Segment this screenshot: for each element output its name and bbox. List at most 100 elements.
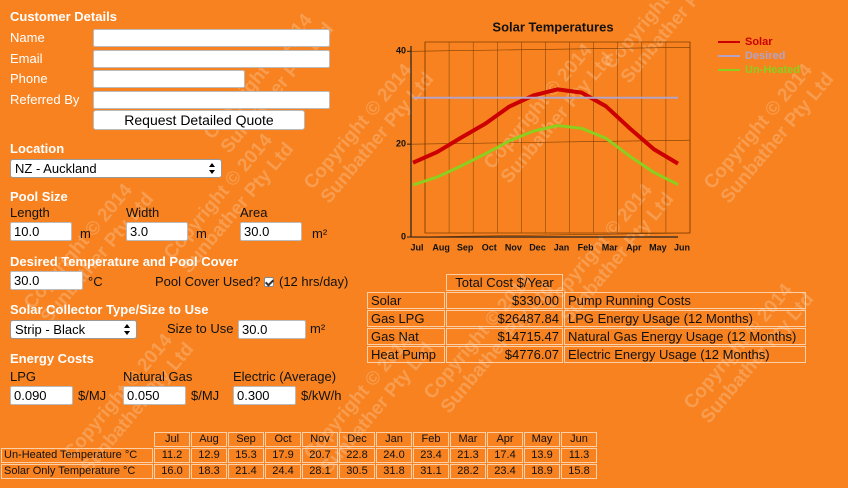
temperature-input[interactable]: 30.0 bbox=[10, 271, 83, 290]
unit-label: m bbox=[80, 226, 91, 241]
pool-cover-checkbox[interactable] bbox=[264, 277, 274, 287]
table-cell: 17.9 bbox=[265, 448, 301, 463]
table-cell: 23.4 bbox=[413, 448, 449, 463]
table-cell: Heat Pump bbox=[367, 346, 445, 363]
grid-line bbox=[410, 46, 691, 52]
x-tick-label: Jan bbox=[554, 242, 570, 252]
table-header: May bbox=[524, 432, 560, 447]
unit-label: m² bbox=[312, 226, 328, 241]
section-title: Energy Costs bbox=[10, 351, 94, 366]
table-cell: 21.4 bbox=[228, 464, 264, 479]
table-cell: Gas Nat bbox=[367, 328, 445, 345]
table-cell: 28.2 bbox=[450, 464, 486, 479]
table-cell: 31.8 bbox=[376, 464, 412, 479]
number-input[interactable]: 3.0 bbox=[126, 222, 188, 241]
chart: Solar Temperatures 0 20 40 Jul Aug Sep Oct Nov De… bbox=[396, 19, 800, 252]
empty-cell bbox=[1, 432, 153, 447]
x-tick-label: Apr bbox=[626, 242, 642, 252]
table-cell: Natural Gas Energy Usage (12 Months) bbox=[564, 328, 806, 345]
table-header: Jan bbox=[376, 432, 412, 447]
quote-button[interactable]: Request Detailed Quote bbox=[93, 110, 305, 130]
table-header: Feb bbox=[413, 432, 449, 447]
row-label: Solar Only Temperature °C bbox=[1, 464, 153, 479]
table-cell: $4776.07 bbox=[446, 346, 563, 363]
empty-cell bbox=[367, 274, 445, 291]
x-tick-label: Nov bbox=[505, 242, 522, 252]
unit-label: $/kW/h bbox=[301, 388, 342, 403]
field-label: (12 hrs/day) bbox=[279, 274, 349, 289]
table-cell: 20.7 bbox=[302, 448, 338, 463]
x-tick-label: Jun bbox=[674, 242, 690, 252]
x-tick-label: Aug bbox=[432, 242, 450, 252]
table-cell: 12.9 bbox=[191, 448, 227, 463]
table-header: Sep bbox=[228, 432, 264, 447]
table-header: Mar bbox=[450, 432, 486, 447]
text-input[interactable] bbox=[93, 29, 330, 47]
field-label: Length bbox=[10, 205, 50, 220]
table-header: Nov bbox=[302, 432, 338, 447]
table-cell: 11.3 bbox=[561, 448, 597, 463]
field-label: Electric (Average) bbox=[233, 369, 337, 384]
table-cell: 24.0 bbox=[376, 448, 412, 463]
table-cell: 18.3 bbox=[191, 464, 227, 479]
table-cell: 30.5 bbox=[339, 464, 375, 479]
empty-cell bbox=[564, 274, 806, 291]
legend-label: Un-Heated bbox=[745, 64, 800, 76]
table-cell: 28.1 bbox=[302, 464, 338, 479]
field-label: Width bbox=[126, 205, 160, 220]
line-series bbox=[412, 124, 679, 187]
table-cell: 15.3 bbox=[228, 448, 264, 463]
table-cell: 24.4 bbox=[265, 464, 301, 479]
text-input[interactable] bbox=[93, 70, 245, 88]
chart-title: Solar Temperatures bbox=[492, 19, 613, 34]
number-input[interactable]: 30.0 bbox=[240, 222, 302, 241]
x-tick-label: Oct bbox=[482, 242, 497, 252]
temperature-table: Jul Aug Sep Oct Nov Dec Jan Feb Mar Apr May Jun Un-H… bbox=[0, 431, 598, 480]
field-label: Size to Use bbox=[167, 321, 234, 336]
table-header: Apr bbox=[487, 432, 523, 447]
field-label: Area bbox=[240, 205, 268, 220]
x-tick-label: Jul bbox=[410, 242, 423, 252]
cost-input[interactable]: 0.090 bbox=[10, 386, 73, 405]
field-label: LPG bbox=[10, 369, 37, 384]
cost-input[interactable]: 0.050 bbox=[123, 386, 186, 405]
unit-label: $/MJ bbox=[78, 388, 107, 403]
location-select[interactable]: NZ - Auckland bbox=[10, 159, 222, 178]
table-header: Jun bbox=[561, 432, 597, 447]
number-input[interactable]: 10.0 bbox=[10, 222, 72, 241]
table-cell: 22.8 bbox=[339, 448, 375, 463]
table-cell: 23.4 bbox=[487, 464, 523, 479]
section-title: Location bbox=[10, 141, 65, 156]
table-cell: Solar bbox=[367, 292, 445, 309]
table-header: Jul bbox=[154, 432, 190, 447]
table-cell: 21.3 bbox=[450, 448, 486, 463]
size-input[interactable]: 30.0 bbox=[238, 320, 306, 339]
table-cell: 31.1 bbox=[413, 464, 449, 479]
field-label: Pool Cover Used? bbox=[155, 274, 261, 289]
table-cell: $26487.84 bbox=[446, 310, 563, 327]
table-cell: $14715.47 bbox=[446, 328, 563, 345]
collector-select[interactable]: Strip - Black bbox=[10, 320, 137, 339]
table-cell: 13.9 bbox=[524, 448, 560, 463]
table-cell: 17.4 bbox=[487, 448, 523, 463]
cost-table: Total Cost $/Year Solar $330.00 Pump Runnin… bbox=[366, 273, 807, 364]
field-label: Natural Gas bbox=[123, 369, 193, 384]
y-tick-label: 40 bbox=[396, 46, 406, 56]
y-tick-label: 20 bbox=[396, 139, 406, 149]
unit-label: m bbox=[196, 226, 207, 241]
table-cell: Electric Energy Usage (12 Months) bbox=[564, 346, 806, 363]
text-input[interactable] bbox=[93, 50, 330, 68]
text-input[interactable] bbox=[93, 91, 330, 109]
table-cell: Pump Running Costs bbox=[564, 292, 806, 309]
unit-label: $/MJ bbox=[191, 388, 220, 403]
cost-input[interactable]: 0.300 bbox=[233, 386, 296, 405]
table-cell: 15.8 bbox=[561, 464, 597, 479]
line-series bbox=[412, 87, 680, 166]
table-cell: LPG Energy Usage (12 Months) bbox=[564, 310, 806, 327]
x-tick-label: Sep bbox=[457, 242, 474, 252]
y-tick-label: 0 bbox=[401, 231, 406, 241]
section-title: Desired Temperature and Pool Cover bbox=[10, 254, 239, 269]
unit-label: m² bbox=[310, 321, 326, 336]
table-header: Total Cost $/Year bbox=[446, 274, 563, 291]
